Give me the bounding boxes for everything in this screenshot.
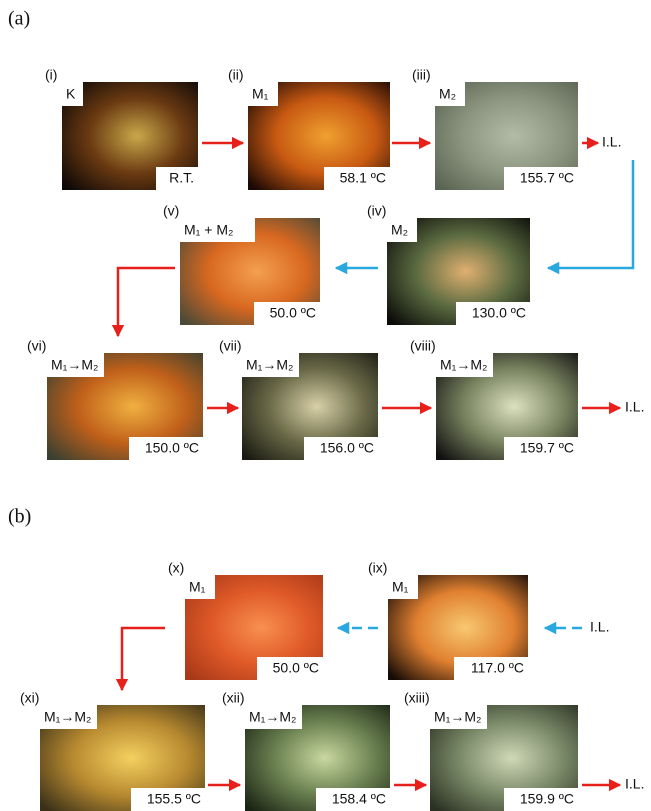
- phase-label: M₁: [189, 579, 206, 595]
- phase-label: M₁→M₂: [440, 357, 487, 373]
- phase-label: M₁ + M₂: [184, 222, 233, 238]
- panel-label: (xiii): [404, 690, 430, 706]
- temperature-label: 156.0 ºC: [320, 440, 374, 456]
- isotropic-label: I.L.: [590, 619, 609, 635]
- temperature-label: 58.1 ºC: [340, 170, 386, 186]
- panel-label: (vi): [27, 338, 46, 354]
- temperature-label: 159.7 ºC: [520, 440, 574, 456]
- phase-label: M₁→M₂: [44, 709, 91, 725]
- phase-label: M₁→M₂: [434, 709, 481, 725]
- temperature-label: R.T.: [169, 170, 194, 186]
- temperature-label: 150.0 ºC: [145, 440, 199, 456]
- panel-label: (i): [45, 67, 57, 83]
- isotropic-label: I.L.: [625, 399, 644, 415]
- temperature-label: 130.0 ºC: [472, 305, 526, 321]
- phase-label: M₂: [391, 222, 408, 238]
- temperature-label: 159.9 ºC: [520, 791, 574, 807]
- panel-label: (viii): [410, 338, 436, 354]
- panel-letter: (a): [8, 8, 30, 30]
- temperature-label: 158.4 ºC: [332, 791, 386, 807]
- phase-label: K: [66, 86, 76, 102]
- panel-label: (ii): [228, 67, 244, 83]
- panel-letter: (b): [8, 506, 31, 528]
- phase-label: M₁→M₂: [249, 709, 296, 725]
- temperature-label: 155.5 ºC: [147, 791, 201, 807]
- panel-label: (iv): [367, 203, 386, 219]
- panel-label: (iii): [412, 67, 431, 83]
- panel-label: (xi): [20, 690, 39, 706]
- phase-label: M₂: [439, 86, 456, 102]
- temperature-label: 50.0 ºC: [270, 305, 316, 321]
- isotropic-label: I.L.: [602, 134, 621, 150]
- panel-label: (x): [168, 560, 184, 576]
- phase-label: M₁: [392, 579, 409, 595]
- temperature-label: 117.0 ºC: [471, 660, 524, 676]
- temperature-label: 155.7 ºC: [520, 170, 574, 186]
- figure: (a) (b) I.L. I.L. I.L. I.L. K (i) R.T. M₁ (i…: [0, 0, 651, 811]
- panel-label: (v): [163, 203, 179, 219]
- isotropic-label: I.L.: [625, 776, 644, 792]
- panel-label: (xii): [222, 690, 245, 706]
- panel-label: (ix): [368, 560, 387, 576]
- phase-label: M₁→M₂: [246, 357, 293, 373]
- temperature-label: 50.0 ºC: [273, 660, 319, 676]
- panel-label: (vii): [219, 338, 242, 354]
- phase-label: M₁→M₂: [51, 357, 98, 373]
- phase-label: M₁: [252, 86, 269, 102]
